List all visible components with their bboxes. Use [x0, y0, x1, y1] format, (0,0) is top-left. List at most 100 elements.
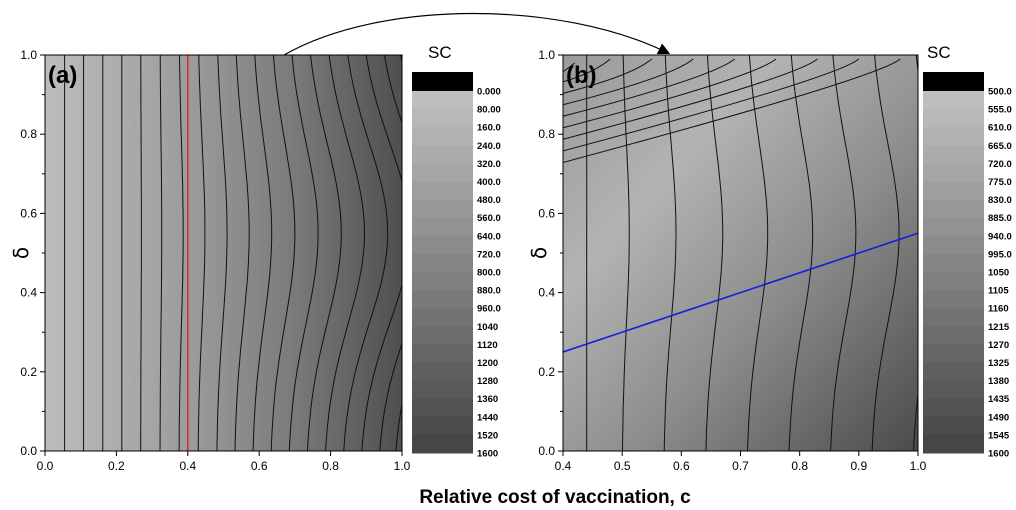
- panel-a-ylabel: δ: [9, 247, 33, 259]
- panel-b-colorbar-swatch: [923, 380, 984, 400]
- panel-b-colorbar-swatch: [923, 163, 984, 182]
- panel-b-label: (b): [566, 62, 597, 89]
- panel-b-colorbar-swatch: [923, 109, 984, 128]
- panel-b-upper-contour-line: [563, 58, 818, 140]
- panel-a-y-tick-label: 0.4: [20, 286, 37, 300]
- panel-b-colorbar-title: SC: [927, 43, 951, 62]
- panel-a-colorbar-swatch: [412, 272, 473, 291]
- panel-a-contour-line: [379, 55, 402, 451]
- panel-b-colorbar-label: 885.0: [988, 213, 1012, 224]
- panel-a-colorbar-label: 1360: [477, 394, 498, 405]
- panel-b-contour-line: [788, 55, 814, 451]
- panel-a-label: (a): [48, 62, 77, 89]
- panel-b-colorbar-swatch: [923, 434, 984, 454]
- panel-a-x-tick-label: 1.0: [394, 459, 411, 473]
- panel-a-contour-line: [216, 55, 228, 451]
- panel-a-contour-line: [343, 55, 389, 451]
- panel-b-colorbar-label: 1160: [988, 304, 1009, 315]
- panel-b-colorbar-swatch: [923, 145, 984, 164]
- panel-a-colorbar: SC 0.000 80.00 160.0 240.0 320.0 400.0 480.0 56…: [412, 43, 501, 460]
- panel-b-colorbar-swatch: [923, 416, 984, 436]
- panel-a-contour-line: [288, 55, 319, 451]
- panel-b-contour-line: [830, 55, 857, 451]
- panel-b-colorbar-label: 1545: [988, 430, 1010, 441]
- panel-b-colorbar-swatch: [923, 344, 984, 363]
- panel-b-colorbar-swatch: [923, 199, 984, 219]
- panel-b-colorbar-swatch: [923, 290, 984, 309]
- panel-a-colorbar-swatch: [412, 127, 473, 146]
- panel-b-colorbar-label: 1435: [988, 394, 1010, 405]
- panel-b-upper-contour-line: [563, 58, 735, 117]
- panel-a-contour-line: [140, 55, 142, 451]
- panel-a-colorbar-swatch: [412, 434, 473, 454]
- panel-b-colorbar-label: 1325: [988, 358, 1010, 369]
- panel-b-colorbar-swatch: [923, 362, 984, 382]
- panel-a: 0.0 0.2 0.4 0.6 0.8 1.0 0.0 0.2 0.4 0.6 0.8 1.0 (a)…: [9, 48, 411, 473]
- panel-b-colorbar-label: 1050: [988, 268, 1009, 279]
- panel-a-colorbar-label: 960.0: [477, 304, 501, 315]
- panel-b-y-tick-label: 1.0: [538, 48, 555, 62]
- panel-a-colorbar-label: 1280: [477, 376, 498, 387]
- panel-b-colorbar-label: 830.0: [988, 195, 1012, 206]
- panel-a-colorbar-swatch: [412, 163, 473, 182]
- panel-a-colorbar-swatch: [412, 416, 473, 436]
- panel-a-colorbar-label: 1200: [477, 358, 498, 369]
- panel-a-x-tick-label: 0.8: [322, 459, 339, 473]
- panel-a-contours: [64, 55, 402, 451]
- panel-b-contour-line: [747, 55, 769, 451]
- panel-a-colorbar-swatch: [412, 398, 473, 418]
- panel-b-colorbar-label: 1490: [988, 412, 1009, 423]
- panel-b-colorbar-label: 1215: [988, 322, 1010, 333]
- panel-b-x-tick-label: 0.7: [732, 459, 749, 473]
- panel-b-ylabel: δ: [527, 247, 551, 259]
- panel-b-contours: [563, 55, 918, 451]
- panel-a-contour-line: [234, 55, 250, 451]
- panel-b-colorbar-swatch: [923, 217, 984, 237]
- panel-b-colorbar-label: 775.0: [988, 177, 1012, 188]
- panel-connector-arrow: [283, 12, 671, 56]
- panel-a-colorbar-label: 1600: [477, 449, 498, 460]
- panel-a-colorbar-label: 800.0: [477, 268, 501, 279]
- panel-a-colorbar-swatch: [412, 217, 473, 237]
- panel-b-colorbar-swatch: [923, 308, 984, 327]
- panel-b-colorbar-label: 610.0: [988, 123, 1012, 134]
- panel-a-contour-line: [325, 55, 366, 451]
- panel-a-contour-line: [159, 55, 163, 451]
- panel-a-contour-line: [270, 55, 296, 451]
- panel-a-contour-line: [361, 55, 402, 451]
- panel-b-upper-contour-line: [563, 58, 694, 106]
- panel-b-colorbar: SC 500.0 555.0 610.0 665.0 720.0 775.0 830.0 88…: [923, 43, 1012, 460]
- panel-a-x-tick-label: 0.4: [179, 459, 196, 473]
- panel-a-colorbar-title: SC: [428, 43, 452, 62]
- panel-b-colorbar-top-swatch: [923, 72, 984, 91]
- panel-a-colorbar-label: 160.0: [477, 123, 501, 134]
- panel-a-colorbar-swatch: [412, 181, 473, 201]
- panel-b-colorbar-swatch: [923, 91, 984, 110]
- panel-b-colorbar-label: 1105: [988, 286, 1009, 297]
- panel-a-colorbar-label: 720.0: [477, 249, 501, 260]
- panel-b-colorbar-label: 555.0: [988, 105, 1012, 116]
- panel-a-colorbar-swatch: [412, 235, 473, 255]
- panel-b-colorbar-swatch: [923, 127, 984, 146]
- panel-a-colorbar-label: 80.00: [477, 105, 501, 116]
- panel-a-contour-line: [307, 55, 342, 451]
- panel-a-y-tick-label: 1.0: [20, 48, 37, 62]
- panel-a-colorbar-label: 320.0: [477, 159, 501, 170]
- panel-b-contour-line: [622, 55, 630, 451]
- panel-b-contour-line: [663, 55, 677, 451]
- panel-b-colorbar-swatch: [923, 253, 984, 273]
- panel-a-colorbar-label: 480.0: [477, 195, 501, 206]
- panel-a-colorbar-swatch: [412, 380, 473, 400]
- x-axis-label: Relative cost of vaccination, c: [419, 487, 691, 508]
- panel-a-colorbar-label: 400.0: [477, 177, 501, 188]
- panel-a-colorbar-top-swatch: [412, 72, 473, 91]
- panel-a-colorbar-label: 560.0: [477, 213, 501, 224]
- panel-b-colorbar-label: 1600: [988, 449, 1009, 460]
- panel-a-y-tick-label: 0.0: [20, 444, 37, 458]
- panel-b-y-tick-label: 0.8: [538, 127, 555, 141]
- panel-b-colorbar-label: 995.0: [988, 249, 1012, 260]
- panel-b-y-tick-label: 0.2: [538, 365, 555, 379]
- panel-a-x-tick-label: 0.6: [251, 459, 268, 473]
- panel-a-x-tick-label: 0.0: [37, 459, 54, 473]
